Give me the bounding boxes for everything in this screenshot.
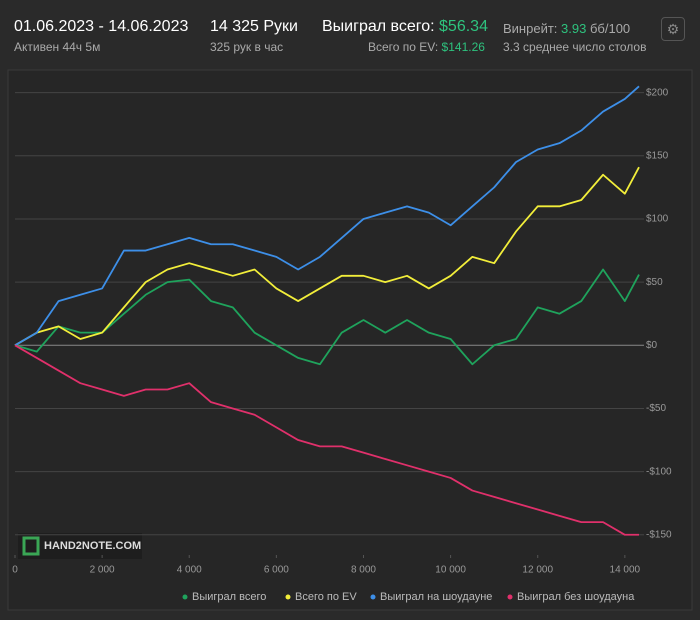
x-tick-label: 4 000	[177, 565, 202, 576]
x-tick-label: 10 000	[435, 565, 466, 576]
winrate-label: Винрейт:	[503, 21, 558, 36]
series-line	[14, 85, 640, 347]
legend-dot	[182, 594, 188, 600]
legend-item[interactable]: Выиграл всего	[182, 591, 267, 603]
y-tick-label: -$100	[646, 466, 672, 477]
legend-item[interactable]: Всего по EV	[285, 591, 358, 603]
tables: 3.3 среднее число столов	[503, 40, 647, 54]
legend-label: Выиграл без шоудауна	[517, 591, 635, 603]
y-tick-label: $150	[646, 150, 669, 161]
legend-item[interactable]: Выиграл на шоудауне	[370, 591, 493, 603]
won-label: Выиграл всего:	[322, 18, 435, 35]
settings-button[interactable]: ⚙	[661, 17, 685, 41]
legend-label: Выиграл на шоудауне	[380, 591, 492, 603]
winrate-value: 3.93	[561, 21, 587, 36]
ev-value: $141.26	[441, 40, 485, 54]
series-line	[14, 344, 639, 536]
legend-dot	[285, 594, 291, 600]
legend-label: Всего по EV	[295, 591, 357, 603]
logo-icon	[22, 536, 40, 556]
hands: 14 325 Руки	[210, 18, 298, 35]
winrate-unit: бб/100	[589, 21, 631, 36]
y-tick-label: $100	[646, 214, 669, 225]
series-line	[14, 268, 640, 366]
y-tick-label: $0	[646, 340, 658, 351]
y-tick-label: $200	[646, 87, 669, 98]
series-line	[14, 166, 640, 347]
ev: Всего по EV: $141.26	[368, 40, 485, 54]
legend-item[interactable]: Выиграл без шоудауна	[507, 591, 636, 603]
x-tick-label: 14 000	[610, 565, 641, 576]
x-tick-label: 12 000	[522, 565, 553, 576]
logo: HAND2NOTE.COM	[44, 540, 141, 552]
chart-panel	[7, 69, 693, 611]
won: Выиграл всего: $56.34	[322, 18, 488, 36]
legend-label: Выиграл всего	[192, 591, 266, 603]
won-value: $56.34	[439, 18, 488, 35]
x-tick-label: 2 000	[90, 565, 115, 576]
legend-dot	[370, 594, 376, 600]
x-tick-label: 0	[12, 565, 18, 576]
hands-per-hour: 325 рук в час	[210, 40, 284, 54]
y-tick-label: -$150	[646, 529, 672, 540]
y-tick-label: -$50	[646, 403, 666, 414]
x-tick-label: 8 000	[351, 565, 376, 576]
y-tick-label: $50	[646, 277, 663, 288]
active: Активен 44ч 5м	[14, 40, 101, 54]
period: 01.06.2023 - 14.06.2023	[14, 18, 189, 35]
winrate: Винрейт: 3.93 бб/100	[503, 21, 630, 36]
legend-dot	[507, 594, 513, 600]
x-tick-label: 6 000	[264, 565, 289, 576]
ev-label: Всего по EV:	[368, 40, 439, 54]
